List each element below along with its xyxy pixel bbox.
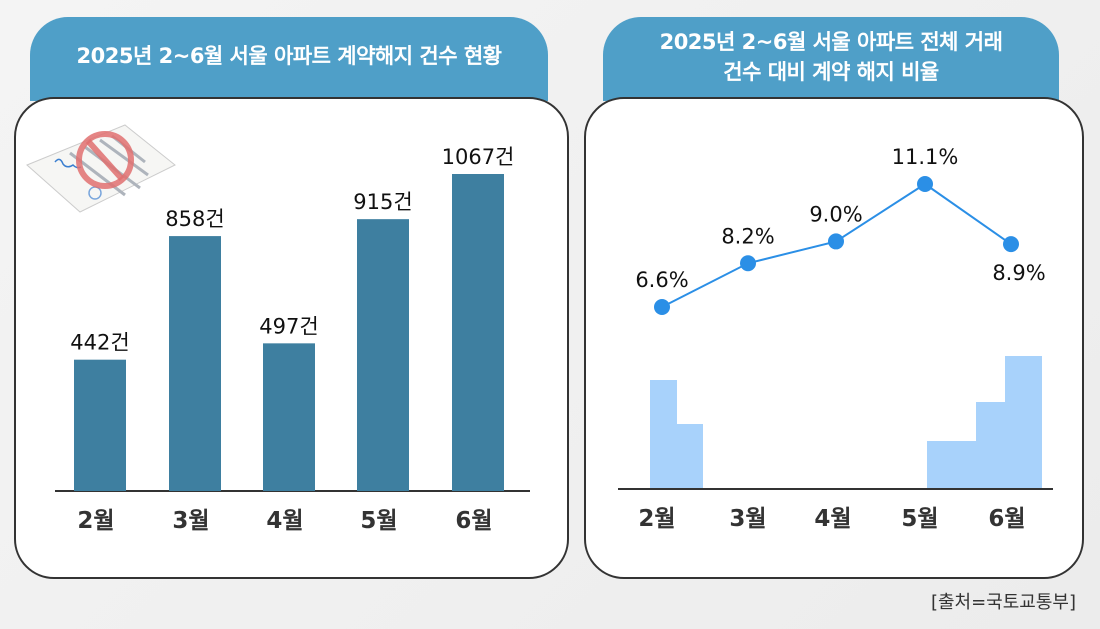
line-title-line-1: 2025년 2~6월 서울 아파트 전체 거래 [659, 30, 1003, 54]
bar-x-tick-label: 3월 [172, 508, 209, 534]
buildings-left-icon [650, 380, 703, 490]
bar-x-tick-label: 6월 [455, 508, 492, 534]
bar-value-label: 915건 [353, 190, 412, 214]
line-point [740, 255, 756, 272]
bar [263, 343, 315, 491]
line-value-label: 8.9% [992, 261, 1045, 285]
bar-value-label: 858건 [165, 207, 224, 231]
cancelled-contract-icon [26, 124, 176, 213]
line-x-tick-label: 2월 [638, 506, 675, 532]
bar-x-tick-label: 5월 [360, 508, 397, 534]
line-value-label: 9.0% [809, 202, 862, 226]
line-x-tick-label: 6월 [988, 506, 1025, 532]
line-chart-title: 2025년 2~6월 서울 아파트 전체 거래 건수 대비 계약 해지 비율 [603, 17, 1059, 101]
bar-value-label: 1067건 [442, 145, 515, 169]
bar-chart-title: 2025년 2~6월 서울 아파트 계약해지 건수 현황 [30, 17, 548, 101]
bar [452, 174, 504, 491]
bar-value-label: 442건 [70, 331, 129, 355]
buildings-right-icon [927, 356, 1042, 490]
line-point [828, 233, 844, 250]
line-value-label: 6.6% [635, 268, 688, 292]
line-x-tick-label: 5월 [901, 506, 938, 532]
line-point [1003, 236, 1019, 253]
line-point [917, 176, 933, 193]
bar [169, 236, 221, 491]
line-x-tick-label: 4월 [814, 506, 851, 532]
line-value-label: 8.2% [721, 224, 774, 248]
source-note: [출처=국토교통부] [930, 592, 1076, 613]
bar-title-text: 2025년 2~6월 서울 아파트 계약해지 건수 현황 [76, 44, 502, 68]
line-point [654, 299, 670, 315]
line-x-tick-label: 3월 [729, 506, 766, 532]
bar [357, 219, 409, 491]
bar-x-tick-label: 4월 [266, 508, 303, 534]
line-chart-card [584, 97, 1084, 579]
bar-value-label: 497건 [259, 314, 318, 338]
bar [74, 359, 126, 491]
line-title-line-2: 건수 대비 계약 해지 비율 [723, 60, 939, 84]
line-value-label: 11.1% [892, 145, 959, 169]
bar-x-tick-label: 2월 [77, 508, 114, 534]
